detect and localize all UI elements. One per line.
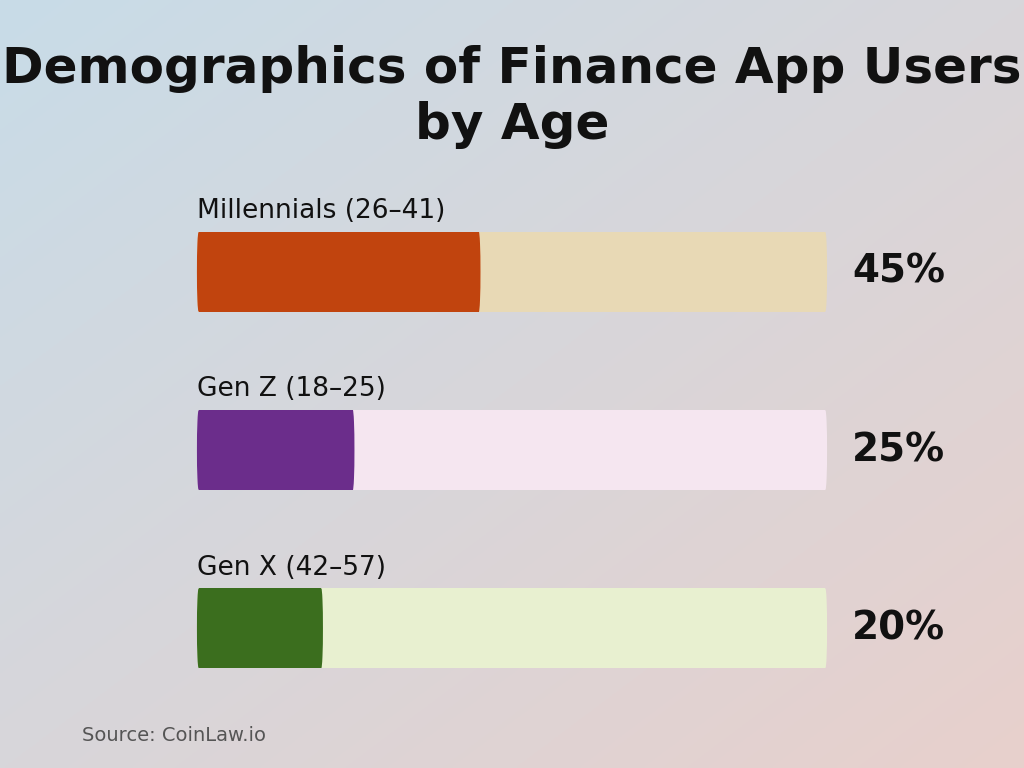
Circle shape bbox=[197, 588, 201, 668]
Circle shape bbox=[477, 232, 480, 312]
Circle shape bbox=[197, 410, 201, 490]
Circle shape bbox=[823, 588, 827, 668]
Text: Gen Z (18–25): Gen Z (18–25) bbox=[197, 376, 386, 402]
Text: 45%: 45% bbox=[852, 253, 945, 291]
Text: Source: CoinLaw.io: Source: CoinLaw.io bbox=[82, 726, 266, 745]
Text: 25%: 25% bbox=[852, 431, 945, 469]
FancyBboxPatch shape bbox=[199, 410, 825, 490]
FancyBboxPatch shape bbox=[199, 232, 825, 312]
FancyBboxPatch shape bbox=[199, 588, 825, 668]
FancyBboxPatch shape bbox=[199, 588, 322, 668]
FancyBboxPatch shape bbox=[199, 232, 479, 312]
Circle shape bbox=[823, 232, 827, 312]
Circle shape bbox=[197, 588, 201, 668]
Circle shape bbox=[319, 588, 323, 668]
Circle shape bbox=[197, 232, 201, 312]
Text: Demographics of Finance App Users
by Age: Demographics of Finance App Users by Age bbox=[2, 45, 1022, 148]
Circle shape bbox=[197, 232, 201, 312]
Text: Gen X (42–57): Gen X (42–57) bbox=[197, 554, 386, 581]
Text: 20%: 20% bbox=[852, 609, 945, 647]
Text: Millennials (26–41): Millennials (26–41) bbox=[197, 198, 445, 224]
Circle shape bbox=[823, 410, 827, 490]
Circle shape bbox=[351, 410, 354, 490]
Circle shape bbox=[197, 410, 201, 490]
FancyBboxPatch shape bbox=[199, 410, 353, 490]
